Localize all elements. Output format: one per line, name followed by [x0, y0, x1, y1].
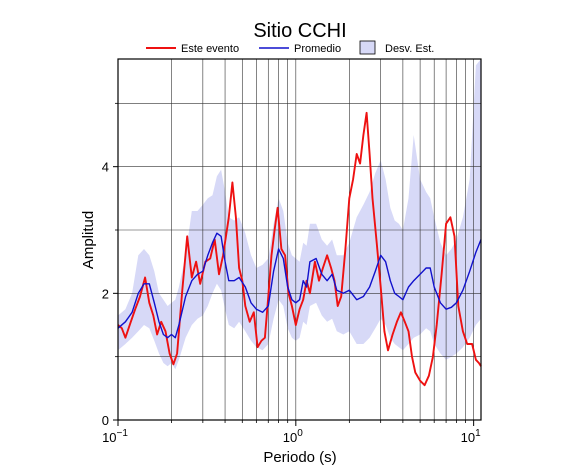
- legend-event-label: Este evento: [181, 43, 239, 55]
- x-axis-label: Periodo (s): [263, 449, 336, 466]
- x-tick-label: 100: [283, 428, 303, 445]
- legend-mean-label: Promedio: [294, 43, 341, 55]
- plot-frame: [117, 58, 482, 421]
- y-tick-label: 2: [102, 286, 109, 301]
- y-tick-label: 0: [102, 413, 109, 428]
- legend-std-label: Desv. Est.: [385, 43, 434, 55]
- y-tick-label: 4: [102, 160, 109, 175]
- series-line-promedio: [117, 232, 482, 339]
- x-tick-label: 101: [461, 428, 481, 445]
- series-line-este-evento: [117, 111, 482, 387]
- chart-title: Sitio CCHI: [253, 20, 346, 42]
- legend-std-swatch: [359, 40, 376, 55]
- legend: Este evento Promedio Desv. Est.: [146, 40, 434, 55]
- std-band: [118, 59, 481, 370]
- plot-area: [117, 59, 482, 420]
- x-tick-label: 10−1: [102, 428, 128, 445]
- y-axis-label: Amplitud: [80, 211, 97, 269]
- axes: 0 2 4 10−1 100 101: [102, 58, 482, 445]
